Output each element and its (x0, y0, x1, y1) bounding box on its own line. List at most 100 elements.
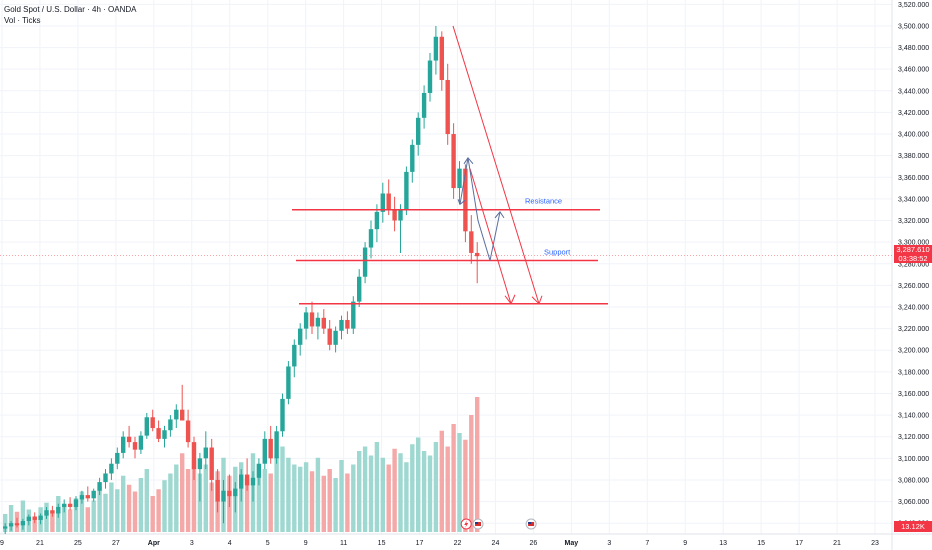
volume-bar (91, 500, 96, 532)
volume-bar (50, 511, 55, 532)
candle-body (374, 211, 380, 230)
x-tick-label: 15 (378, 540, 386, 547)
volume-bar (380, 457, 385, 532)
last-price-tag: 3,287.610 03:38:52 (894, 245, 932, 263)
candle-body (91, 490, 96, 499)
candle-body (56, 506, 61, 514)
x-tick-label: 9 (683, 540, 687, 547)
candle-body (410, 144, 415, 172)
volume-bar (197, 473, 203, 532)
y-tick-label: 3,260.000 (898, 283, 929, 290)
volume-bar (3, 514, 8, 532)
volume-bar (79, 491, 85, 532)
y-tick-label: 3,440.000 (898, 88, 929, 95)
volume-bar (191, 460, 197, 532)
y-tick-label: 3,140.000 (898, 413, 929, 420)
last-volume-tag: 13.12K (894, 521, 932, 532)
volume-bar (315, 457, 321, 532)
candle-body (126, 436, 132, 443)
candle-body (62, 503, 67, 507)
candle-body (191, 442, 197, 470)
volume-bar (156, 489, 161, 532)
volume-bar (475, 397, 480, 532)
y-tick-label: 3,240.000 (898, 304, 929, 311)
candle-body (32, 516, 37, 520)
y-tick-label: 3,340.000 (898, 196, 929, 203)
x-tick-label: 21 (36, 540, 44, 547)
candle-body (227, 490, 232, 497)
volume-bar (374, 442, 380, 532)
volume-bar (286, 457, 291, 532)
volume-indicator-label[interactable]: Vol · Ticks (4, 16, 41, 25)
x-tick-label: 4 (228, 540, 232, 547)
chart-header: Gold Spot / U.S. Dollar · 4h · OANDA Vol… (4, 4, 137, 26)
y-tick-label: 3,180.000 (898, 369, 929, 376)
symbol-title[interactable]: Gold Spot / U.S. Dollar · 4h · OANDA (4, 5, 137, 14)
volume-bar (20, 500, 26, 532)
volume-bar (333, 478, 338, 532)
volume-bar (185, 469, 191, 532)
volume-bar (262, 469, 267, 532)
volume-bar (416, 437, 421, 532)
candle-body (38, 515, 43, 520)
candle-body (103, 473, 108, 483)
candle-body (67, 503, 73, 507)
volume-bar (463, 439, 468, 532)
y-tick-label: 3,380.000 (898, 153, 929, 160)
y-tick-label: 3,360.000 (898, 175, 929, 182)
x-tick-label: 27 (112, 540, 120, 547)
y-tick-label: 3,120.000 (898, 434, 929, 441)
candle-body (221, 490, 226, 502)
last-price-value: 3,287.610 (896, 245, 930, 254)
candle-body (445, 79, 450, 135)
volume-bar (345, 473, 350, 532)
y-tick-label: 3,100.000 (898, 456, 929, 463)
candle-body (138, 435, 144, 450)
volume-bar (386, 464, 391, 532)
candle-body (121, 436, 126, 453)
candle-body (150, 417, 155, 429)
x-tick-label: Apr (148, 540, 160, 547)
volume-bar (209, 482, 214, 532)
x-tick-label: 13 (719, 540, 727, 547)
candle-body (345, 319, 350, 329)
x-tick-label: 21 (833, 540, 841, 547)
candle-body (44, 510, 49, 516)
candle-body (457, 168, 462, 189)
volume-bar (244, 478, 250, 532)
volume-bar (298, 466, 303, 532)
x-tick-label: May (565, 540, 579, 547)
candle-body (416, 117, 421, 145)
candle-body (144, 417, 149, 436)
volume-bar (150, 496, 155, 532)
candle-body (256, 463, 262, 478)
x-tick-label: 5 (266, 540, 270, 547)
x-tick-label: 22 (454, 540, 462, 547)
candle-body (73, 499, 79, 507)
candle-body (421, 92, 427, 118)
x-tick-label: 3 (190, 540, 194, 547)
volume-bar (115, 489, 120, 532)
candle-body (357, 276, 362, 302)
volume-bar (174, 464, 179, 532)
lightning-icon (464, 520, 469, 528)
candle-body (85, 495, 90, 499)
arrow-head (457, 199, 466, 206)
candle-body (280, 398, 285, 432)
candle-body (427, 60, 433, 93)
candle-body (268, 438, 273, 459)
candle-body (79, 495, 85, 500)
x-tick-label: 25 (74, 540, 82, 547)
candle-body (368, 229, 374, 248)
volume-bar (410, 444, 415, 532)
candle-body (115, 452, 120, 464)
volume-bar (268, 473, 273, 532)
arrow-head (494, 211, 505, 219)
volume-bar (103, 493, 108, 532)
resistance-label: Resistance (525, 197, 562, 206)
x-tick-label: 11 (340, 540, 347, 547)
candle-body (339, 319, 344, 331)
trend-line-outer (452, 25, 540, 304)
y-tick-label: 3,060.000 (898, 499, 929, 506)
